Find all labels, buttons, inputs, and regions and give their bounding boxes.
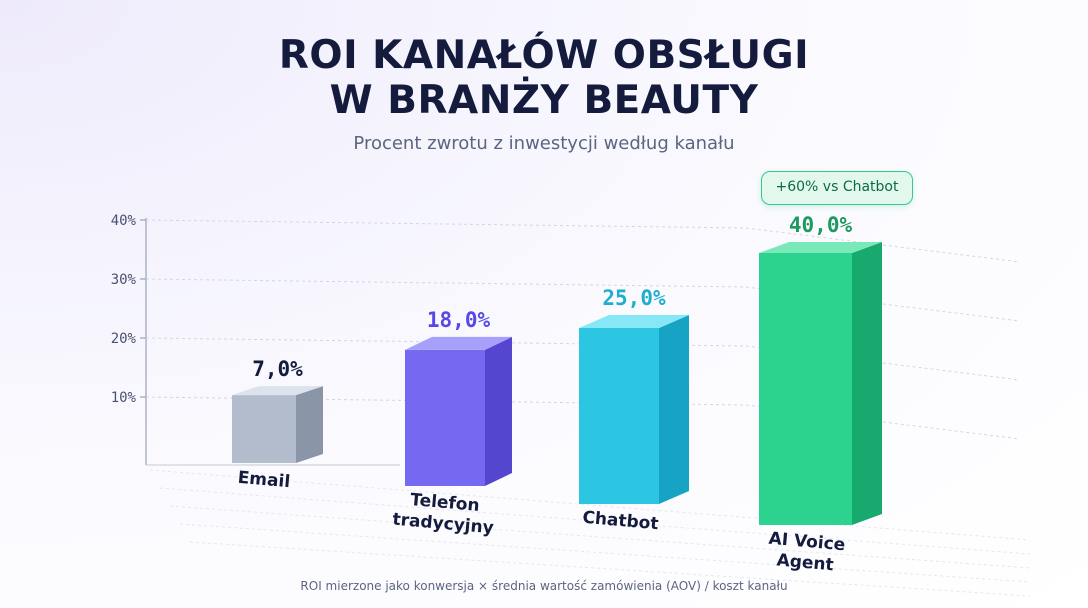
floor-grid-line <box>159 487 1031 555</box>
bar-3 <box>759 242 882 525</box>
bar-top <box>232 386 323 396</box>
chart-labels: 7,0% Email 18,0% Telefontradycyjny 25,0% Chat… <box>237 213 853 575</box>
floor-grid-line <box>179 523 1031 583</box>
bar-1 <box>405 336 512 486</box>
value-label: 40,0% <box>789 213 853 237</box>
grid-line <box>145 337 1021 381</box>
bar-front <box>759 253 852 525</box>
value-label: 18,0% <box>427 308 491 332</box>
comparison-badge: +60% vs Chatbot <box>761 171 913 205</box>
category-label: Email <box>237 468 291 492</box>
bar-side <box>296 386 323 463</box>
bar-front <box>232 395 296 463</box>
grid-line <box>145 278 1021 322</box>
bar-side <box>485 336 512 486</box>
bar-top <box>405 336 512 350</box>
floor-grid-line <box>189 541 1031 597</box>
value-label: 7,0% <box>252 357 303 381</box>
y-tick-label: 40% <box>111 213 137 229</box>
bar-front <box>579 328 659 504</box>
value-label: 25,0% <box>602 286 666 310</box>
y-tick-label: 10% <box>111 390 137 406</box>
bar-top <box>759 242 882 253</box>
grid-line <box>145 396 1021 440</box>
chart-subtitle: Procent zwrotu z inwestycji według kanał… <box>353 133 735 154</box>
y-tick-label: 30% <box>111 272 137 288</box>
chart-title-line2: W BRANŻY BEAUTY <box>329 78 759 123</box>
bar-side <box>852 242 882 525</box>
bar-top <box>579 315 689 328</box>
bar-front <box>405 349 485 486</box>
bar-0 <box>232 386 323 463</box>
chart-bars <box>232 242 882 525</box>
category-label: Telefontradycyjny <box>392 489 497 539</box>
y-tick-label: 20% <box>111 331 137 347</box>
chart-title-line1: ROI KANAŁÓW OBSŁUGI <box>278 33 810 78</box>
chart-footnote: ROI mierzone jako konwersja × średnia wa… <box>300 579 788 593</box>
bar-2 <box>579 315 689 504</box>
category-label: Chatbot <box>582 508 660 535</box>
bar-side <box>659 315 689 504</box>
grid-line <box>145 219 1021 263</box>
chart-axes: 10% 20% 30% 40% <box>111 213 1031 597</box>
